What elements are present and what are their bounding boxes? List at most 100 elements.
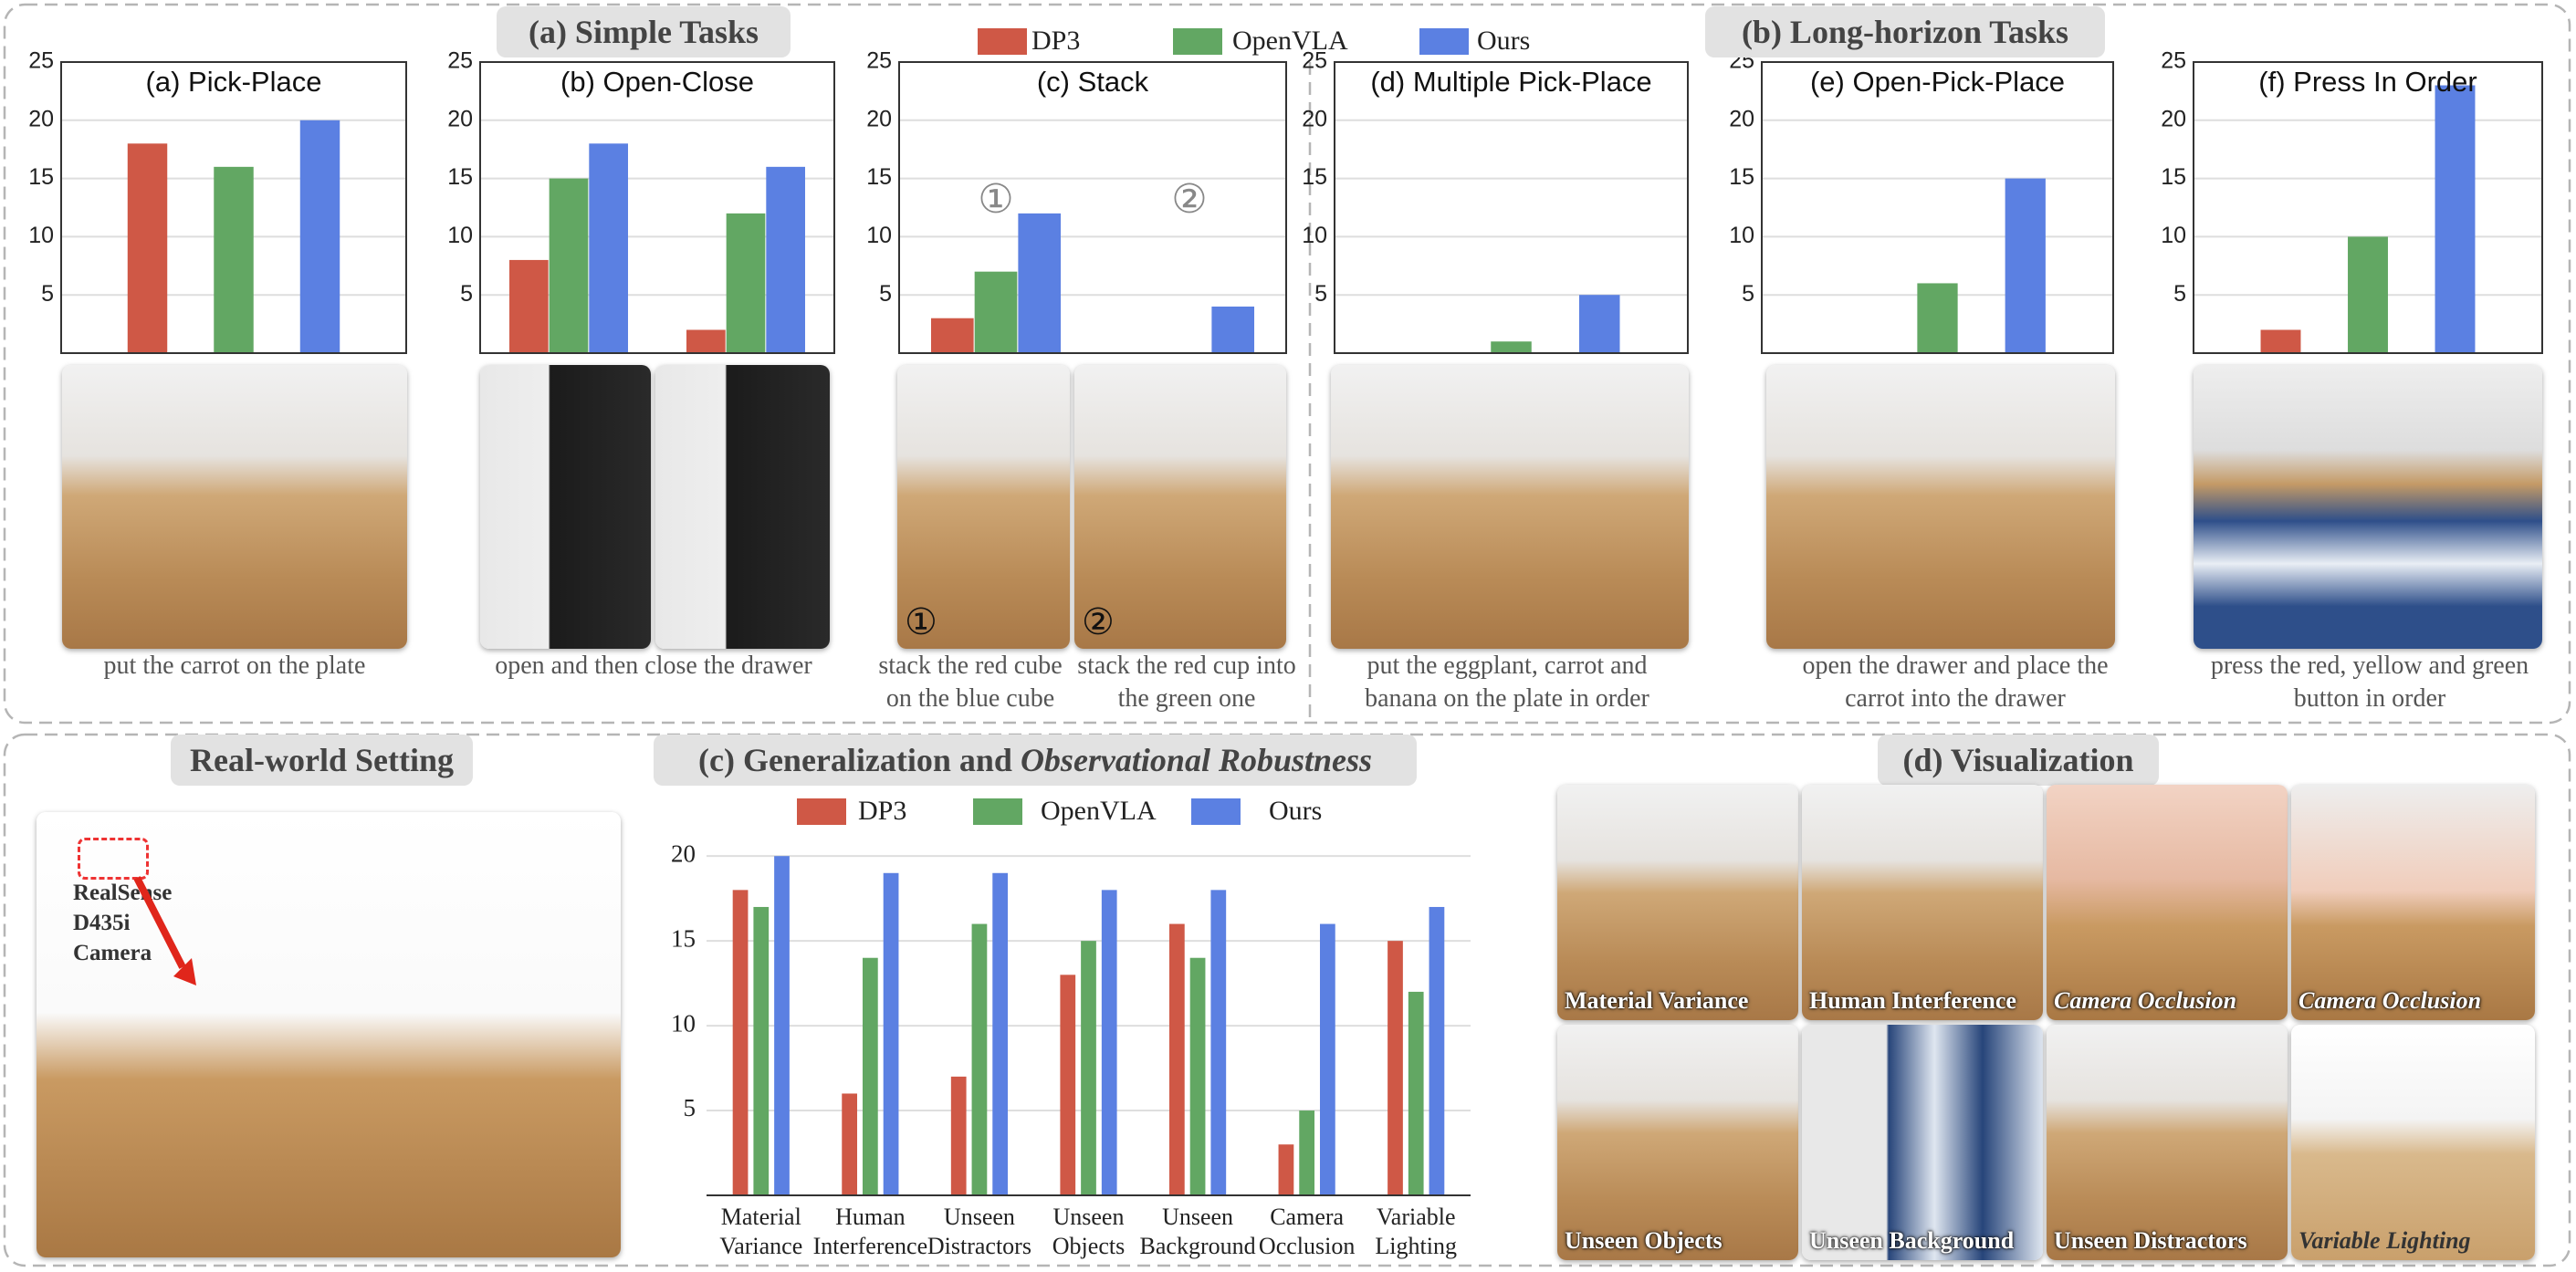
y-tick-label: 10 [866,223,892,248]
legend-label: OpenVLA [1232,26,1348,56]
arrow-line [133,876,186,969]
y-tick-label: 25 [28,48,54,74]
y-tick-label: 20 [671,839,696,867]
bar [992,872,1009,1195]
plot-frame [2193,61,2543,354]
y-tick-label: 25 [1302,48,1327,74]
legend-swatch [1173,28,1222,55]
photo [1766,365,2115,649]
photo-label: Variable Lighting [2299,1227,2471,1254]
y-tick-label: 15 [866,164,892,190]
caption: put the eggplant, carrot and banana on t… [1365,652,1649,713]
bar [862,957,878,1195]
bar [930,318,974,353]
photo: Camera Occlusion [2047,785,2288,1020]
y-tick-label: 15 [447,164,473,190]
bar [686,329,726,353]
bar [753,906,770,1195]
section-title: Real-world Setting [171,735,473,786]
label-line: RealSense [73,881,173,905]
photo: ② [1074,365,1286,649]
plot-frame [60,61,407,354]
bar [1018,213,1062,353]
bar [2260,329,2301,353]
label-line: Camera [73,941,152,965]
chart-title: (c) Stack [1037,66,1149,98]
caption: put the carrot on the plate [103,652,366,680]
bar [1429,906,1445,1195]
photo: Unseen Background [1802,1025,2043,1260]
y-tick-label: 25 [447,48,473,74]
photo: Human Interference [1802,785,2043,1020]
bar [971,923,988,1195]
bar [299,120,340,353]
caption: stack the red cup into the green one [1077,652,1296,713]
label-line: D435i [73,911,131,935]
caption: open and then close the drawer [495,652,812,680]
plot-frame [1334,61,1689,354]
bar [1578,295,1620,353]
legend-label: OpenVLA [1041,796,1157,826]
category-label: ② [1171,177,1207,222]
y-tick-label: 5 [684,1094,696,1121]
bar [127,143,168,353]
y-tick-label: 20 [2161,106,2186,131]
section-title: (a) Simple Tasks [497,6,791,57]
bar [1408,991,1424,1195]
bar [842,1093,858,1195]
photo: Unseen Distractors [2047,1025,2288,1260]
x-tick-label: Camera Occlusion [1258,1204,1356,1259]
bar [2435,85,2476,354]
y-tick-label: 20 [447,106,473,131]
photo [62,365,407,649]
top-frame [3,3,2571,725]
photo: Variable Lighting [2291,1025,2535,1260]
y-tick-label: 20 [1302,106,1327,131]
bar [732,890,749,1195]
y-tick-label: 10 [1302,223,1327,248]
bar [549,178,589,353]
chart-title: (f) Press In Order [2258,66,2477,98]
photo-label: Camera Occlusion [2054,987,2237,1014]
legend-swatch [797,798,846,825]
title-text: (c) Generalization and [697,742,1012,778]
photo-label: Human Interference [1809,987,2016,1014]
photo-label: Material Variance [1565,987,1749,1014]
y-tick-label: 10 [1729,223,1754,248]
y-tick-label: 15 [2161,164,2186,190]
x-tick-label: Variable Lighting [1375,1204,1457,1259]
bar [1319,923,1335,1195]
bar [726,213,766,353]
photo: Material Variance [1557,785,1798,1020]
photo-label: Unseen Objects [1565,1227,1723,1254]
legend-swatch [973,798,1022,825]
bar [1299,1110,1315,1195]
legend-swatch [1419,28,1469,55]
bar [774,856,790,1195]
bar [589,143,628,353]
bar [1387,941,1403,1195]
caption: press the red, yellow and green button i… [2210,652,2529,713]
caption: open the drawer and place the carrot int… [1802,652,2109,713]
y-tick-label: 5 [460,281,473,307]
photo: Camera Occlusion [2291,785,2535,1020]
section-title: (b) Long-horizon Tasks [1705,6,2105,57]
bar [1101,890,1117,1195]
bar [2005,178,2046,353]
chart-title: (b) Open-Close [560,66,754,98]
bar [509,259,549,353]
plot-frame [479,61,835,354]
bar [2348,236,2388,353]
bottom-frame [3,733,2571,1267]
camera-label: RealSense D435i Camera [73,878,172,968]
plot-frame [1761,61,2114,354]
legend-label: Ours [1269,796,1322,826]
title-italic: Observational Robustness [1020,742,1373,778]
y-tick-label: 15 [1302,164,1327,190]
y-tick-label: 10 [671,1009,696,1037]
y-tick-label: 5 [2173,281,2186,307]
photo: RealSense D435i Camera [37,812,621,1257]
x-tick-label: Material Variance [719,1204,803,1259]
bar [1278,1144,1294,1195]
